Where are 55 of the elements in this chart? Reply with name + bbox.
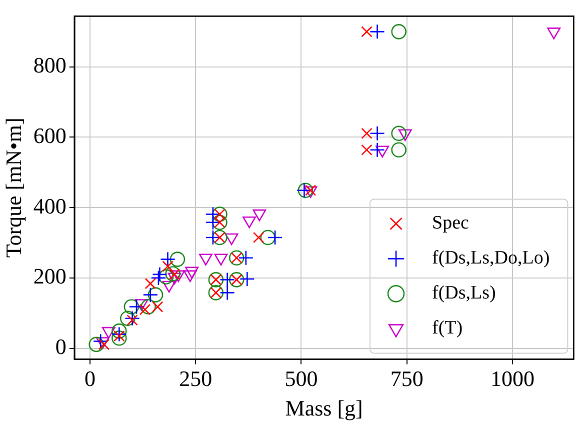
point [112, 323, 127, 339]
x-tick-label: 0 [84, 366, 96, 392]
point [124, 310, 140, 326]
point [165, 266, 180, 282]
legend-label: Spec [432, 212, 469, 234]
y-tick-label: 400 [33, 193, 66, 218]
y-tick-label: 200 [33, 264, 66, 289]
point [140, 299, 156, 314]
point [158, 269, 174, 285]
point [391, 142, 406, 158]
point [98, 338, 110, 350]
point [112, 326, 127, 342]
x-tick-label: 750 [390, 366, 424, 392]
point [150, 270, 166, 286]
legend-label: f(Ds,Ls,Do,Lo) [432, 248, 550, 269]
point [120, 310, 136, 326]
x-tick-label: 250 [179, 366, 212, 392]
point [152, 301, 164, 312]
point [144, 278, 156, 290]
point [160, 252, 176, 267]
point [370, 126, 385, 141]
point [92, 334, 108, 349]
point [152, 266, 168, 282]
point [142, 287, 158, 302]
point [124, 299, 140, 314]
point [112, 330, 127, 346]
point [361, 26, 372, 38]
y-tick-label: 600 [33, 123, 66, 148]
y-tick-label: 800 [33, 52, 66, 78]
x-tick-label: 500 [284, 366, 318, 392]
point [128, 299, 144, 314]
point [391, 24, 406, 40]
point [170, 252, 186, 267]
x-tick-label: 1000 [490, 366, 534, 392]
point [88, 336, 104, 352]
point [240, 271, 255, 287]
point [220, 272, 235, 288]
point [162, 260, 174, 272]
point [391, 126, 406, 141]
point [220, 285, 235, 300]
legend-label: f(T) [432, 318, 463, 339]
point [238, 250, 254, 266]
point [205, 214, 221, 230]
point [260, 230, 276, 246]
point [267, 230, 283, 246]
point [252, 232, 264, 244]
point [370, 24, 385, 40]
y-axis-title: Torque [mN•m] [0, 118, 26, 258]
point [148, 287, 164, 302]
x-axis-title: Mass [g] [285, 396, 363, 421]
y-tick-label: 0 [55, 334, 66, 360]
point [361, 144, 372, 156]
point [361, 128, 372, 139]
point [370, 142, 385, 158]
legend-label: f(Ds,Ls) [432, 282, 496, 304]
